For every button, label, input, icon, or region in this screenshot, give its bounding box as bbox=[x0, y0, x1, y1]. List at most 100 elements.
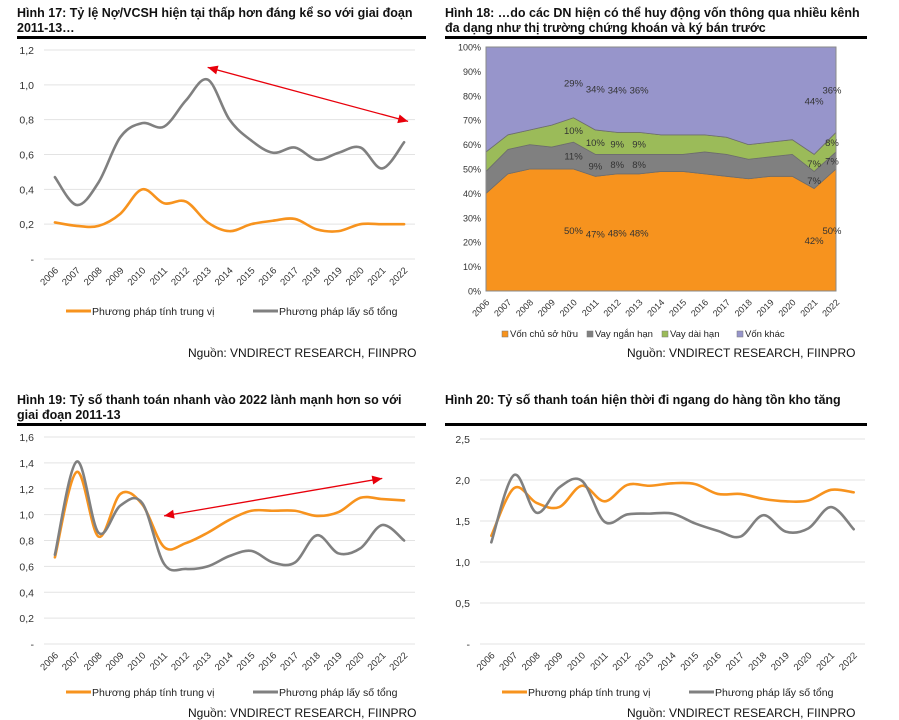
fig18-x-tick-label: 2013 bbox=[623, 297, 644, 318]
fig20-y-tick-label: - bbox=[467, 639, 471, 651]
fig18-x-tick-label: 2010 bbox=[558, 297, 579, 318]
fig17-trend-arrow-line bbox=[208, 67, 408, 121]
fig17-x-tick-label: 2018 bbox=[300, 265, 323, 288]
fig20-x-tick-label: 2007 bbox=[497, 650, 520, 673]
fig18-y-tick-label: 60% bbox=[463, 140, 481, 150]
fig19-x-tick-label: 2008 bbox=[82, 650, 105, 673]
fig17-y-tick-label: 1,0 bbox=[19, 80, 34, 92]
fig17-x-tick-label: 2006 bbox=[38, 265, 61, 288]
fig18-data-label: 36% bbox=[822, 86, 842, 97]
fig17-y-tick-label: 0,2 bbox=[19, 219, 34, 231]
fig18-data-label: 36% bbox=[630, 86, 650, 97]
fig17-y-tick-label: 0,4 bbox=[19, 184, 34, 196]
fig19-x-tick-label: 2011 bbox=[148, 650, 170, 672]
fig19-series-line-total bbox=[55, 461, 404, 570]
figure-19-title-line-2: giai đoạn 2011-13 bbox=[17, 408, 437, 423]
fig17-series-line-total bbox=[55, 79, 404, 205]
fig17-x-tick-label: 2017 bbox=[278, 265, 301, 288]
fig17-x-tick-label: 2007 bbox=[60, 265, 83, 288]
fig20-legend-label-median: Phương pháp tính trung vị bbox=[528, 687, 651, 699]
fig17-y-tick-label: - bbox=[31, 254, 35, 266]
fig20-y-tick-label: 1,0 bbox=[455, 557, 470, 569]
fig20-x-tick-label: 2021 bbox=[814, 650, 837, 673]
fig18-legend-swatch bbox=[737, 331, 743, 337]
figure-20-source: Nguồn: VNDIRECT RESEARCH, FIINPRO bbox=[627, 706, 856, 720]
fig18-x-tick-label: 2021 bbox=[798, 297, 819, 318]
fig19-x-tick-label: 2013 bbox=[191, 650, 214, 673]
fig17-y-tick-label: 1,2 bbox=[19, 45, 34, 57]
fig17-x-tick-label: 2014 bbox=[213, 265, 236, 288]
fig18-data-label: 10% bbox=[586, 138, 606, 149]
figure-19-title-line-1: Hình 19: Tỷ số thanh toán nhanh vào 2022… bbox=[17, 393, 437, 408]
fig19-x-tick-label: 2007 bbox=[60, 650, 83, 673]
fig18-x-tick-label: 2006 bbox=[470, 297, 491, 318]
fig20-x-tick-label: 2014 bbox=[656, 650, 679, 673]
fig18-data-label: 9% bbox=[589, 161, 603, 172]
fig18-data-label: 50% bbox=[822, 226, 842, 237]
fig18-data-label: 8% bbox=[825, 138, 839, 149]
fig18-x-tick-label: 2014 bbox=[645, 297, 666, 318]
fig17-trend-arrowhead-end bbox=[397, 114, 408, 123]
fig17-x-tick-label: 2012 bbox=[169, 265, 192, 288]
fig19-y-tick-label: 0,8 bbox=[19, 536, 34, 548]
fig19-x-tick-label: 2019 bbox=[322, 650, 345, 673]
figure-18-title-line-2: đa dạng như thị trường chứng khoán và ký… bbox=[445, 21, 885, 36]
fig19-x-tick-label: 2018 bbox=[300, 650, 323, 673]
fig17-x-tick-label: 2015 bbox=[235, 265, 258, 288]
fig18-x-tick-label: 2019 bbox=[755, 297, 776, 318]
fig18-x-tick-label: 2016 bbox=[689, 297, 710, 318]
fig18-legend-swatch bbox=[587, 331, 593, 337]
fig19-x-tick-label: 2014 bbox=[213, 650, 236, 673]
fig18-x-tick-label: 2009 bbox=[536, 297, 557, 318]
fig17-x-tick-label: 2022 bbox=[387, 265, 410, 288]
fig19-x-tick-label: 2021 bbox=[366, 650, 389, 673]
fig18-data-label: 9% bbox=[610, 139, 624, 150]
fig18-x-tick-label: 2017 bbox=[711, 297, 732, 318]
fig18-data-label: 8% bbox=[610, 160, 624, 171]
fig18-data-label: 47% bbox=[586, 230, 606, 241]
fig18-x-tick-label: 2015 bbox=[667, 297, 688, 318]
figure-18-source: Nguồn: VNDIRECT RESEARCH, FIINPRO bbox=[627, 346, 856, 360]
fig20-x-tick-label: 2012 bbox=[611, 650, 634, 673]
fig20-x-tick-label: 2010 bbox=[565, 650, 588, 673]
fig20-series-line-total bbox=[491, 475, 853, 543]
fig20-x-tick-label: 2015 bbox=[679, 650, 702, 673]
fig20-x-tick-label: 2022 bbox=[837, 650, 860, 673]
fig18-y-tick-label: 30% bbox=[463, 213, 481, 223]
fig20-series-line-median bbox=[491, 483, 853, 536]
fig20-x-tick-label: 2006 bbox=[475, 650, 498, 673]
figure-20-title: Hình 20: Tỷ số thanh toán hiện thời đi n… bbox=[445, 393, 885, 408]
fig18-legend-swatch bbox=[502, 331, 508, 337]
fig18-data-label: 50% bbox=[564, 226, 584, 237]
fig20-x-tick-label: 2008 bbox=[520, 650, 543, 673]
fig18-x-tick-label: 2022 bbox=[820, 297, 841, 318]
fig17-legend-label-median: Phương pháp tính trung vị bbox=[92, 306, 215, 318]
fig19-x-tick-label: 2016 bbox=[257, 650, 280, 673]
fig19-legend-label-median: Phương pháp tính trung vị bbox=[92, 687, 215, 699]
fig18-y-tick-label: 20% bbox=[463, 238, 481, 248]
fig17-x-tick-label: 2016 bbox=[257, 265, 280, 288]
fig18-legend-swatch bbox=[662, 331, 668, 337]
fig18-legend-label: Vay ngắn hạn bbox=[595, 329, 653, 340]
fig17-x-tick-label: 2020 bbox=[344, 265, 367, 288]
figure-17-source: Nguồn: VNDIRECT RESEARCH, FIINPRO bbox=[188, 346, 417, 360]
fig18-data-label: 7% bbox=[807, 176, 821, 187]
fig18-data-label: 7% bbox=[825, 156, 839, 167]
figure-18-chart: 0%10%20%30%40%50%60%70%80%90%100%29%34%3… bbox=[440, 40, 899, 340]
fig19-x-tick-label: 2017 bbox=[278, 650, 301, 673]
fig19-legend-label-total: Phương pháp lấy số tổng bbox=[279, 687, 398, 699]
fig17-x-tick-label: 2021 bbox=[366, 265, 389, 288]
fig18-y-tick-label: 50% bbox=[463, 165, 481, 175]
figure-18-title-rule bbox=[445, 36, 867, 39]
fig17-x-tick-label: 2013 bbox=[191, 265, 214, 288]
fig17-x-tick-label: 2011 bbox=[148, 265, 170, 287]
fig17-x-tick-label: 2019 bbox=[322, 265, 345, 288]
fig19-y-tick-label: 0,2 bbox=[19, 613, 34, 625]
fig19-x-tick-label: 2020 bbox=[344, 650, 367, 673]
figure-20-title-line-1: Hình 20: Tỷ số thanh toán hiện thời đi n… bbox=[445, 393, 885, 408]
fig19-x-tick-label: 2006 bbox=[38, 650, 61, 673]
fig19-x-tick-label: 2015 bbox=[235, 650, 258, 673]
fig20-x-tick-label: 2011 bbox=[588, 650, 610, 672]
fig18-x-tick-label: 2007 bbox=[492, 297, 513, 318]
